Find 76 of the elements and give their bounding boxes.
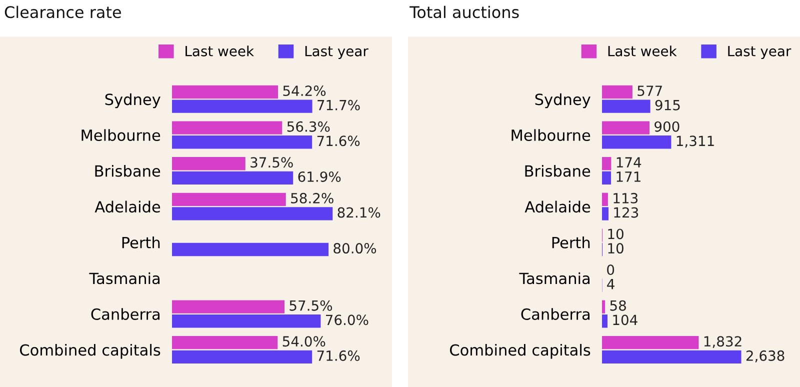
- bar: [172, 171, 294, 185]
- bar: [602, 100, 650, 113]
- data-label: 56.3%: [287, 121, 330, 132]
- bar: [602, 136, 672, 149]
- data-label: 58: [610, 300, 626, 311]
- data-label: 10: [608, 243, 624, 254]
- bar: [172, 207, 333, 220]
- bar: [602, 314, 608, 328]
- data-label: 58.2%: [291, 192, 334, 204]
- text: Total auctions: [410, 6, 519, 18]
- data-label: 104: [613, 314, 638, 326]
- data-label: 123: [614, 207, 638, 218]
- data-label: 10: [608, 228, 624, 240]
- data-label: 57.5%: [290, 300, 332, 311]
- data-label: 577: [638, 86, 662, 96]
- bar: [602, 350, 742, 364]
- data-label: 71.6%: [317, 350, 360, 361]
- y-tick-label: Adelaide: [94, 200, 160, 213]
- data-label: 174: [616, 157, 642, 168]
- data-label: 113: [614, 192, 638, 204]
- y-tick-label: Tasmania: [519, 272, 590, 284]
- bar: [172, 157, 246, 170]
- data-label: 1,832: [704, 336, 742, 348]
- bar: [172, 314, 321, 328]
- y-tick-label: Perth: [122, 236, 160, 248]
- bar: [172, 300, 284, 314]
- y-tick-label: Perth: [552, 236, 590, 248]
- bar: [602, 336, 699, 350]
- data-label: 37.5%: [250, 157, 293, 168]
- legend-label: Last year: [305, 46, 368, 60]
- bar: [602, 192, 608, 206]
- data-label: 71.7%: [318, 100, 360, 110]
- bar: [602, 300, 606, 314]
- bar: [602, 207, 608, 220]
- data-label: 80.0%: [334, 243, 376, 254]
- y-tick-label: Canberra: [91, 308, 160, 320]
- y-tick-label: Melbourne: [82, 129, 160, 141]
- y-tick-label: Tasmania: [89, 272, 160, 284]
- bar: [602, 85, 632, 99]
- bar: [172, 121, 282, 134]
- bar: [602, 171, 612, 185]
- bar: [602, 157, 612, 170]
- bar: [172, 85, 278, 99]
- data-label: 82.1%: [338, 207, 380, 218]
- y-tick-label: Brisbane: [95, 164, 160, 177]
- data-label: 4: [607, 279, 614, 290]
- bar: [172, 350, 312, 364]
- data-label: 2,638: [746, 350, 784, 362]
- data-label: 54.2%: [283, 86, 326, 96]
- data-label: 61.9%: [298, 171, 341, 182]
- data-label: 900: [654, 121, 680, 132]
- bar: [172, 136, 312, 149]
- legend-label: Last week: [608, 46, 677, 56]
- data-label: 71.6%: [317, 136, 360, 146]
- bar: [172, 242, 329, 256]
- chart-title: Clearance rate: [4, 6, 121, 18]
- legend-label: Last year: [728, 46, 792, 60]
- data-label: 76.0%: [326, 314, 368, 326]
- bar: [602, 121, 650, 134]
- y-tick-label: Sydney: [535, 93, 590, 108]
- bar: [172, 336, 278, 350]
- y-tick-label: Combined capitals: [20, 344, 160, 359]
- data-label: 0: [607, 264, 614, 276]
- y-tick-label: Melbourne: [512, 129, 590, 141]
- data-label: 1,311: [676, 136, 714, 148]
- data-label: 171: [616, 172, 640, 182]
- y-tick-label: Sydney: [105, 93, 160, 108]
- bar: [172, 100, 312, 113]
- y-tick-label: Combined capitals: [450, 344, 590, 359]
- y-tick-label: Canberra: [521, 308, 590, 320]
- legend-label: Last week: [186, 46, 254, 56]
- data-label: 915: [655, 100, 680, 110]
- bar: [172, 192, 286, 206]
- y-tick-label: Adelaide: [524, 200, 590, 213]
- data-label: 54.0%: [282, 336, 326, 347]
- y-tick-label: Brisbane: [525, 164, 590, 177]
